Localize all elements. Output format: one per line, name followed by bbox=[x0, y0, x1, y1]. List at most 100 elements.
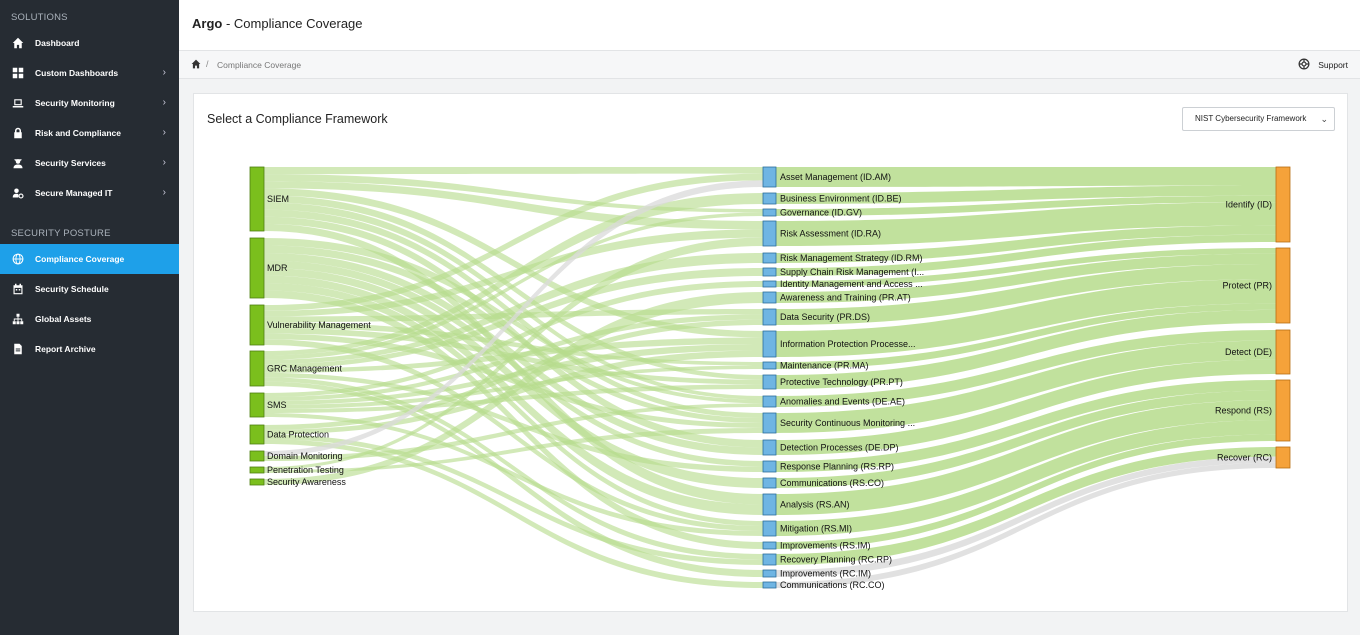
sidebar-item-security-services[interactable]: Security Services › bbox=[0, 148, 179, 178]
breadcrumb-current: Compliance Coverage bbox=[217, 60, 302, 70]
sankey-link-service-category bbox=[264, 434, 763, 565]
sankey-node-label: Governance (ID.GV) bbox=[780, 208, 862, 218]
sidebar-item-security-monitoring[interactable]: Security Monitoring › bbox=[0, 88, 179, 118]
sidebar-section-title: SOLUTIONS bbox=[11, 12, 68, 23]
sankey-link-service-category bbox=[264, 403, 763, 461]
sidebar-item-compliance-coverage[interactable]: Compliance Coverage bbox=[0, 244, 179, 274]
sankey-node bbox=[1275, 247, 1291, 324]
sankey-node bbox=[762, 439, 777, 456]
sankey-node bbox=[762, 460, 777, 473]
sankey-node bbox=[762, 569, 777, 578]
sankey-nodes: SIEM MDR Vulnerability Management GRC Manag… bbox=[249, 166, 1291, 590]
sankey-link-category-function bbox=[776, 380, 1276, 472]
sankey-node bbox=[249, 166, 265, 232]
sankey-link-service-category bbox=[264, 439, 763, 588]
sankey-node-label: Security Continuous Monitoring ... bbox=[780, 418, 915, 428]
sankey-link-service-category bbox=[264, 173, 763, 311]
sidebar-item-label: Risk and Compliance bbox=[35, 128, 121, 138]
sankey-link-service-category bbox=[264, 245, 763, 423]
sankey-node-label: Identify (ID) bbox=[1225, 200, 1272, 210]
sankey-node-label: Identity Management and Access ... bbox=[780, 279, 923, 289]
sidebar-item-security-schedule[interactable]: Security Schedule bbox=[0, 274, 179, 304]
sankey-node-label: Recovery Planning (RC.RP) bbox=[780, 555, 892, 565]
sankey-node-label: Risk Management Strategy (ID.RM) bbox=[780, 253, 923, 263]
sankey-node bbox=[249, 424, 265, 445]
sankey-node bbox=[762, 493, 777, 516]
sankey-node bbox=[1275, 329, 1291, 375]
laptop-icon bbox=[11, 97, 24, 110]
sidebar-item-dashboard[interactable]: Dashboard bbox=[0, 28, 179, 58]
chevron-right-icon: › bbox=[162, 127, 166, 138]
sankey-link-service-category bbox=[264, 188, 763, 338]
sankey-link-service-category bbox=[264, 167, 763, 175]
sankey-node bbox=[762, 166, 777, 188]
home-icon[interactable] bbox=[191, 59, 201, 69]
sidebar-item-label: Dashboard bbox=[35, 38, 80, 48]
sankey-link-category-function bbox=[776, 278, 1276, 357]
sankey-node bbox=[249, 466, 265, 474]
sankey-link-category-function bbox=[776, 434, 1276, 549]
sankey-link-category-function bbox=[776, 340, 1276, 433]
support-link[interactable]: Support bbox=[1318, 60, 1348, 70]
sankey-node-label: Maintenance (PR.MA) bbox=[780, 361, 869, 371]
home-icon bbox=[11, 37, 24, 50]
sankey-link-service-category bbox=[264, 237, 763, 470]
lifebuoy-icon[interactable] bbox=[1298, 58, 1310, 70]
user-gear-icon bbox=[11, 187, 24, 200]
sankey-node bbox=[762, 520, 777, 537]
sankey-node-label: Response Planning (RS.RP) bbox=[780, 462, 894, 472]
sankey-link-category-function bbox=[776, 248, 1276, 287]
sankey-node bbox=[762, 553, 777, 566]
brand-name: Argo bbox=[192, 16, 223, 31]
sankey-node bbox=[762, 361, 777, 370]
framework-select-value: NIST Cybersecurity Framework bbox=[1195, 114, 1307, 123]
sidebar-item-global-assets[interactable]: Global Assets bbox=[0, 304, 179, 334]
sankey-link-category-function bbox=[776, 234, 1276, 276]
sankey-link-category-function bbox=[776, 447, 1276, 565]
sankey-node-label: Asset Management (ID.AM) bbox=[780, 172, 891, 182]
framework-select[interactable]: NIST Cybersecurity Framework ⌄ bbox=[1182, 107, 1335, 131]
sankey-node-label: Protective Technology (PR.PT) bbox=[780, 377, 903, 387]
sidebar-item-report-archive[interactable]: Report Archive bbox=[0, 334, 179, 364]
sankey-node bbox=[762, 192, 777, 205]
sankey-link-category-function bbox=[776, 202, 1276, 246]
sankey-link-category-function bbox=[776, 167, 1276, 187]
sidebar-item-label: Global Assets bbox=[35, 314, 92, 324]
chevron-down-icon: ⌄ bbox=[1320, 114, 1328, 124]
sidebar-item-secure-managed-it[interactable]: Secure Managed IT › bbox=[0, 178, 179, 208]
sankey-node bbox=[762, 374, 777, 390]
sidebar-section-title: SECURITY POSTURE bbox=[11, 228, 111, 239]
sankey-node-label: Mitigation (RS.MI) bbox=[780, 524, 852, 534]
sankey-node-label: Business Environment (ID.BE) bbox=[780, 194, 902, 204]
sankey-link-service-category bbox=[264, 319, 763, 430]
sankey-node bbox=[762, 330, 777, 358]
sankey-node bbox=[762, 395, 777, 408]
sankey-node-label: Protect (PR) bbox=[1222, 281, 1272, 291]
sankey-node-label: Information Protection Processe... bbox=[780, 339, 916, 349]
sankey-node-label: Communications (RS.CO) bbox=[780, 478, 884, 488]
sankey-link-category-function bbox=[776, 359, 1276, 455]
sankey-node bbox=[762, 280, 777, 288]
sankey-chart: SIEM MDR Vulnerability Management GRC Manag… bbox=[249, 166, 1291, 590]
sankey-node bbox=[249, 237, 265, 299]
sankey-node-label: Improvements (RS.IM) bbox=[780, 541, 871, 551]
sidebar-item-custom-dashboards[interactable]: Custom Dashboards › bbox=[0, 58, 179, 88]
sankey-link-category-function bbox=[776, 456, 1276, 577]
sidebar-item-label: Custom Dashboards bbox=[35, 68, 119, 78]
chevron-right-icon: › bbox=[162, 157, 166, 168]
sidebar: SOLUTIONS Dashboard Custom Dashboards › Secu… bbox=[0, 0, 179, 635]
globe-icon bbox=[11, 253, 24, 266]
sankey-links bbox=[264, 167, 1276, 588]
sankey-link-category-function bbox=[776, 185, 1276, 204]
sankey-link-service-category bbox=[264, 381, 763, 577]
sankey-node-label: Domain Monitoring bbox=[267, 451, 343, 461]
sidebar-item-label: Security Services bbox=[35, 158, 106, 168]
sankey-node bbox=[762, 308, 777, 326]
sankey-node bbox=[762, 220, 777, 247]
sidebar-item-risk-and-compliance[interactable]: Risk and Compliance › bbox=[0, 118, 179, 148]
sitemap-icon bbox=[11, 313, 24, 326]
sankey-link-category-function bbox=[776, 303, 1276, 369]
sankey-node-label: MDR bbox=[267, 263, 288, 273]
sankey-link-service-category bbox=[264, 193, 763, 356]
sankey-node bbox=[1275, 379, 1291, 442]
